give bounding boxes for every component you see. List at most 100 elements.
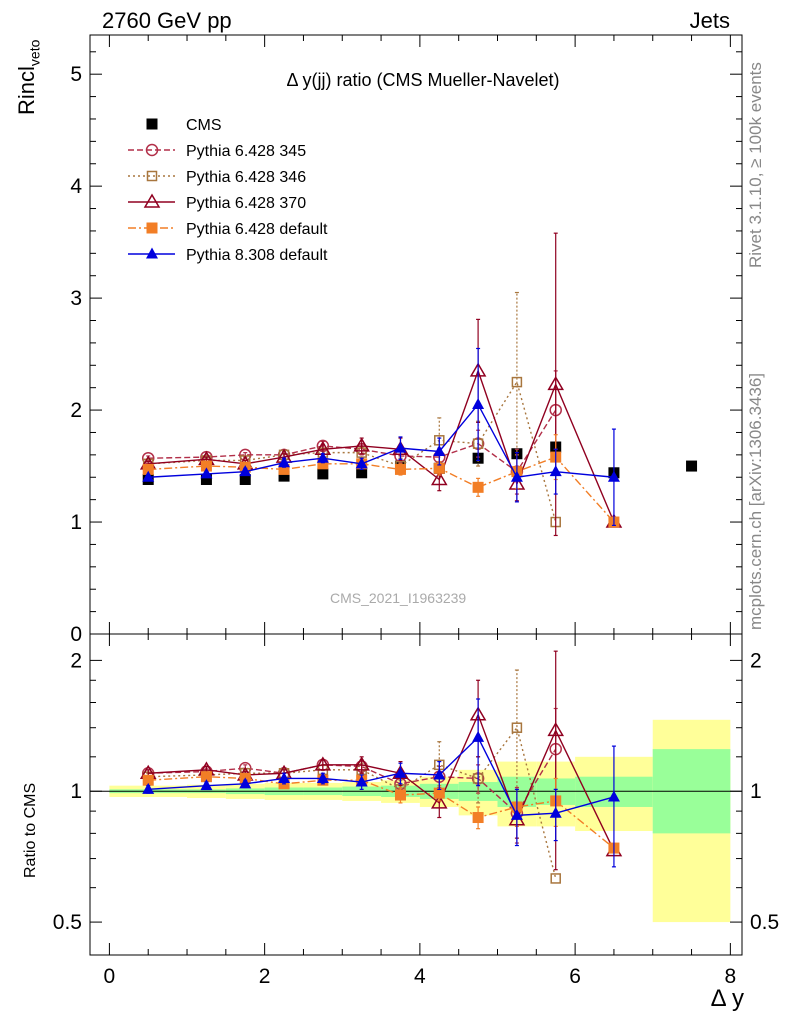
ratio-series-4-point <box>142 782 155 794</box>
ratio-series-1-point <box>511 722 523 733</box>
main-series-3-point <box>353 437 370 452</box>
ratio-y-tick-label: 0.5 <box>53 911 82 934</box>
main-series-3-point <box>430 471 448 486</box>
main-y-tick-label: 2 <box>70 399 82 422</box>
ratio-frame <box>89 633 743 956</box>
legend-entry-0-label: CMS <box>186 117 222 134</box>
main-series-0-point <box>317 468 329 480</box>
main-series-1-line <box>148 409 557 473</box>
main-series-4-point <box>394 463 406 475</box>
x-tick-label: 2 <box>259 965 271 988</box>
ratio-series-2-point <box>314 756 332 771</box>
legend-entry-3: Pythia 6.428 370 <box>128 193 306 212</box>
ratio-y-tick-label-right: 1 <box>750 780 762 803</box>
main-series-4-point <box>472 481 484 493</box>
main-series-5-point <box>472 397 485 409</box>
legend-entry-3-label: Pythia 6.428 370 <box>186 195 306 212</box>
rivet-label: Rivet 3.1.10, ≥ 100k events <box>746 62 765 268</box>
main-series-4-point <box>200 460 212 472</box>
main-series-0-point <box>239 473 251 485</box>
main-series-3-point <box>547 375 565 391</box>
ratio-series-0-line <box>148 748 557 815</box>
main-series-4-point <box>278 463 290 475</box>
main-series-2 <box>142 291 561 528</box>
y-axis-title-main-text: Rincl <box>14 66 39 115</box>
main-series-5-point <box>394 441 407 453</box>
ratio-series-4-point <box>200 779 213 791</box>
main-series-5-point <box>200 467 213 479</box>
ratio-series-2-point <box>430 794 448 809</box>
main-series-5-point <box>355 457 368 469</box>
main-y-tick-label: 0 <box>70 623 82 646</box>
legend-entry-5: Pythia 8.308 default <box>128 247 328 264</box>
main-series-0-point <box>356 467 368 479</box>
main-series-4-point <box>142 463 154 475</box>
main-series-3-line <box>148 368 615 523</box>
main-y-tick-label: 1 <box>70 511 82 534</box>
main-y-tick-label: 4 <box>70 175 82 198</box>
ratio-series-2-line <box>148 712 615 851</box>
ratio-series-4-point <box>607 790 620 802</box>
legend-entry-2-marker <box>146 170 158 182</box>
legend-entry-1-marker <box>145 143 159 157</box>
ratio-series-4-point <box>510 808 523 820</box>
ratio-series-3-point <box>433 787 445 799</box>
ratio-series-1-point <box>550 873 561 884</box>
ratio-series-3-point <box>142 774 154 786</box>
main-series-5-point <box>278 456 291 468</box>
ratio-series-4-point <box>355 775 368 787</box>
legend-entry-4-marker <box>146 222 158 234</box>
ratio-series-3-point <box>472 812 484 824</box>
legend-entry-3-marker <box>143 193 161 208</box>
main-series-5 <box>142 347 620 526</box>
ratio-series-4-point <box>433 768 446 780</box>
plot-title: Δ y(jj) ratio (CMS Mueller-Navelet) <box>286 70 560 90</box>
main-series-4-point <box>433 462 445 474</box>
ratio-series-2-point <box>353 756 370 771</box>
ratio-series-4-point <box>549 806 562 818</box>
x-tick-label: 4 <box>414 965 426 988</box>
ratio-series-4-point <box>394 766 407 778</box>
main-y-tick-label: 5 <box>70 63 82 86</box>
legend-entry-1-label: Pythia 6.428 345 <box>186 143 306 160</box>
main-series-2-point <box>511 376 523 388</box>
watermark: CMS_2021_I1963239 <box>330 590 467 606</box>
main-series-5-point <box>510 470 523 482</box>
legend-entry-5-marker <box>146 247 158 259</box>
legend-entry-1: Pythia 6.428 345 <box>128 143 306 160</box>
x-tick-label: 0 <box>104 965 116 988</box>
ratio-series-4-point <box>316 771 329 783</box>
main-series-5-line <box>148 403 614 479</box>
main-series-4-point <box>317 458 329 470</box>
main-series-5-point <box>239 465 252 477</box>
header-right: Jets <box>689 8 730 33</box>
main-series-5-point <box>549 465 562 477</box>
main-series-5-point <box>433 445 446 457</box>
mcplots-label: mcplots.cern.ch [arXiv:1306.3436] <box>746 372 765 630</box>
ratio-y-tick-label-right: 2 <box>750 649 762 672</box>
x-tick-label: 6 <box>569 965 581 988</box>
ratio-series-2 <box>139 650 623 871</box>
ratio-series-4-point <box>472 730 485 742</box>
y-axis-title-main-sub: veto <box>26 39 43 67</box>
main-series-4-line <box>148 456 615 523</box>
ratio-series-1-line <box>148 726 557 879</box>
legend-entry-5-label: Pythia 8.308 default <box>186 247 328 264</box>
ratio-series-3-point <box>200 771 212 783</box>
legend-entry-2: Pythia 6.428 346 <box>128 169 306 186</box>
ratio-series-2-point <box>547 721 565 737</box>
main-series-0-point <box>686 460 698 472</box>
y-axis-title-main: Rinclveto <box>14 40 42 115</box>
x-axis-title: Δ y <box>710 985 744 1012</box>
legend-entry-2-label: Pythia 6.428 346 <box>186 169 306 186</box>
x-tick-label: 8 <box>725 965 737 988</box>
ratio-y-tick-label: 1 <box>70 780 82 803</box>
main-series-5-point <box>316 451 329 463</box>
main-y-tick-label: 3 <box>70 287 82 310</box>
ratio-series-3-point <box>394 789 406 801</box>
ratio-y-tick-label: 2 <box>70 649 82 672</box>
legend-entry-0: CMS <box>146 117 222 134</box>
header-left: 2760 GeV pp <box>102 8 232 33</box>
ratio-series-4-line <box>148 736 615 817</box>
